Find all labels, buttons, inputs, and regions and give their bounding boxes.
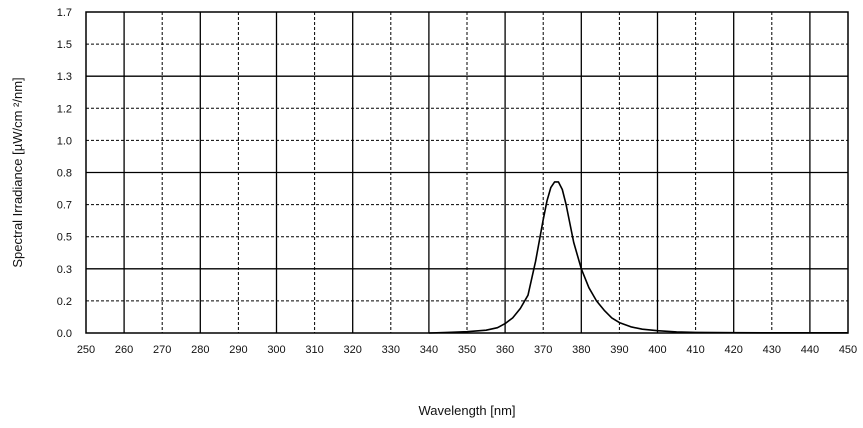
x-tick-label: 440 <box>801 344 819 356</box>
x-tick-label: 350 <box>458 344 476 356</box>
y-tick-label: 0.2 <box>57 296 72 308</box>
x-tick-label: 330 <box>382 344 400 356</box>
x-tick-label: 420 <box>725 344 743 356</box>
x-tick-label: 310 <box>305 344 323 356</box>
y-tick-label: 0.5 <box>57 232 72 244</box>
y-tick-label: 1.7 <box>57 7 72 19</box>
x-tick-label: 390 <box>610 344 628 356</box>
x-tick-label: 260 <box>115 344 133 356</box>
x-tick-label: 300 <box>267 344 285 356</box>
x-tick-label: 410 <box>686 344 704 356</box>
x-tick-label: 320 <box>344 344 362 356</box>
y-tick-label: 0.0 <box>57 328 72 340</box>
x-tick-label: 250 <box>77 344 95 356</box>
grid-lines <box>86 12 848 333</box>
spectrum-line <box>428 181 848 334</box>
x-tick-label: 280 <box>191 344 209 356</box>
y-tick-label: 1.0 <box>57 135 72 147</box>
x-tick-label: 290 <box>229 344 247 356</box>
x-tick-label: 370 <box>534 344 552 356</box>
x-tick-label: 340 <box>420 344 438 356</box>
x-axis-title: Wavelength [nm] <box>418 403 515 418</box>
y-axis-ticks: 0.0 0.2 0.3 0.5 0.7 0.8 1.0 1.2 1.3 1.5 1.7 <box>57 7 72 340</box>
y-axis-title: Spectral Irradiance [µW/cm ²/nm] <box>10 77 25 267</box>
x-tick-label: 450 <box>839 344 857 356</box>
y-tick-label: 0.8 <box>57 168 72 180</box>
x-tick-label: 270 <box>153 344 171 356</box>
y-tick-label: 0.7 <box>57 200 72 212</box>
y-tick-label: 1.3 <box>57 71 72 83</box>
x-axis-ticks: 250 260 270 280 290 300 310 320 330 340 350 360 370 3… <box>77 344 857 356</box>
y-tick-label: 1.2 <box>57 103 72 115</box>
plot-frame <box>85 11 849 334</box>
y-tick-label: 1.5 <box>57 39 72 51</box>
x-tick-label: 360 <box>496 344 514 356</box>
x-tick-label: 430 <box>763 344 781 356</box>
x-tick-label: 400 <box>648 344 666 356</box>
y-tick-label: 0.3 <box>57 264 72 276</box>
x-tick-label: 380 <box>572 344 590 356</box>
